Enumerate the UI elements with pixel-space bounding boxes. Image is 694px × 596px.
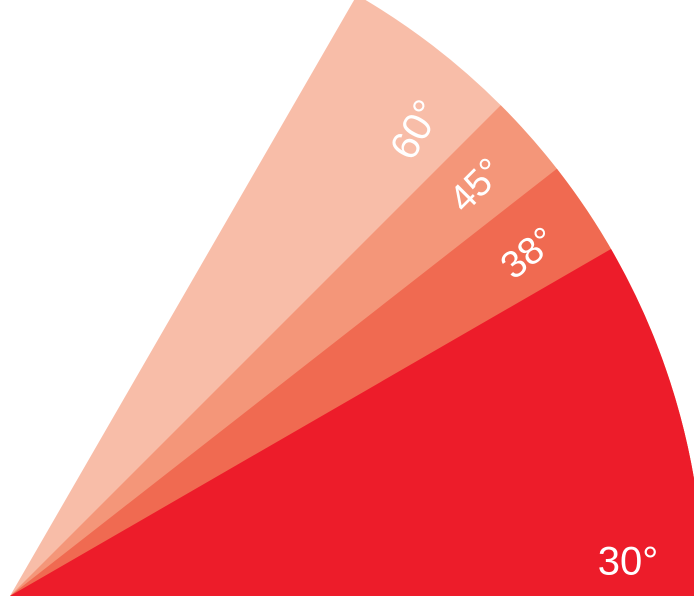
wedge-30-degrees [10,249,694,596]
label-30-degrees: 30° [598,540,659,584]
